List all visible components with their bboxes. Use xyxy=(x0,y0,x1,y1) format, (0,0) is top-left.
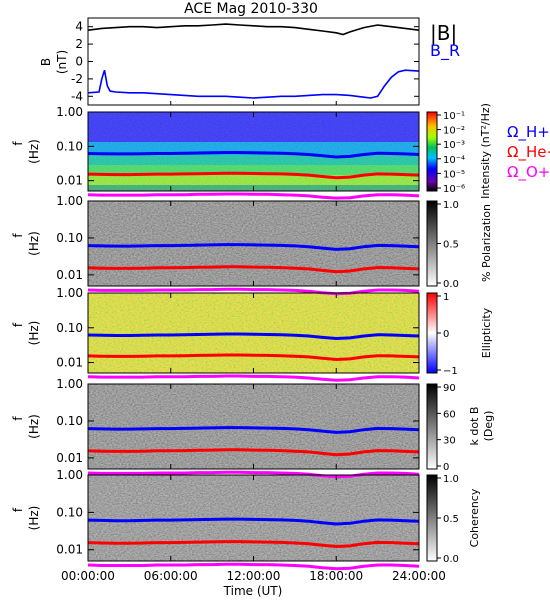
br-series-line xyxy=(87,69,420,99)
gyrofreq-line-Ω_H+ xyxy=(87,151,420,159)
legend-omega-h: Ω_H+ xyxy=(507,123,550,142)
colorbar-tick-label: 10⁻⁶ xyxy=(443,184,465,195)
gyrofreq-line-Ω_He+ xyxy=(87,353,420,362)
kdotb-colorbar-label-line2: (Deg) xyxy=(482,411,495,442)
colorbar-tick-label: 0 xyxy=(443,329,449,340)
freq-ytick-label: 1.00 xyxy=(56,377,83,391)
panel-ylabel-hz: (Hz) xyxy=(27,139,41,164)
colorbar-tick-label: 60 xyxy=(443,409,456,420)
freq-ytick-label: 1.00 xyxy=(56,105,83,119)
gyrofreq-line-Ω_O+ xyxy=(87,287,420,296)
colorbar-tick-label: 1 xyxy=(443,292,449,303)
gyrofreq-line-Ω_H+ xyxy=(87,243,420,251)
freq-ytick-label: 0.01 xyxy=(56,268,83,282)
colorbar-tick-label: −1 xyxy=(443,366,458,377)
panel-ylabel-f: f xyxy=(11,233,25,238)
panel1-ylabel-line2: (nT) xyxy=(55,50,69,74)
gyrofreq-line-Ω_O+ xyxy=(87,374,420,382)
panel-ylabel-hz: (Hz) xyxy=(27,506,41,531)
time-tick-label: 06:00:00 xyxy=(144,569,198,583)
gyrofreq-line-Ω_He+ xyxy=(87,540,420,549)
panel-intensity: Intensity (nT²/Hz) Ω_H+ Ω_He+ Ω_O+ xyxy=(88,103,550,199)
colorbar-tick-label: 0 xyxy=(443,462,449,473)
time-tick-label: 24:00:00 xyxy=(392,569,446,583)
gyrofreq-line-Ω_O+ xyxy=(87,192,420,200)
gyrofreq-line-Ω_O+ xyxy=(87,470,420,479)
gyrofreq-line-Ω_H+ xyxy=(87,426,420,434)
panel-coherency: Coherency xyxy=(88,474,481,562)
figure-title: ACE Mag 2010-330 xyxy=(184,1,318,17)
intensity-colorbar-label: Intensity (nT²/Hz) xyxy=(479,103,492,199)
legend-br: B_R xyxy=(430,41,460,61)
colorbar-tick-label: 0.0 xyxy=(443,279,459,290)
gyrofreq-line-Ω_H+ xyxy=(87,517,420,526)
colorbar-tick-label: 10⁻³ xyxy=(443,140,465,151)
colorbar-tick-label: 10⁻² xyxy=(443,126,465,137)
freq-ytick-label: 0.01 xyxy=(56,174,83,188)
legend-omega-he: Ω_He+ xyxy=(507,143,550,162)
panel-ellipticity: Ellipticity xyxy=(88,292,493,374)
panel1-ytick-label: -2 xyxy=(71,72,83,86)
panel-ylabel-f: f xyxy=(11,141,25,146)
colorbar-tick-label: 1.0 xyxy=(443,474,459,485)
colorbar-tick-label: 0.0 xyxy=(443,554,459,565)
colorbar-tick-label: 30 xyxy=(443,436,456,447)
freq-ytick-label: 1.00 xyxy=(56,286,83,300)
freq-ytick-label: 1.00 xyxy=(56,194,83,208)
kdotb-colorbar xyxy=(426,383,438,470)
panel-polarization: % Polarization xyxy=(88,200,493,287)
absb-series-line xyxy=(87,23,420,36)
panel-ylabel-f: f xyxy=(11,416,25,421)
panel-kdotb: k dot B (Deg) xyxy=(88,383,495,470)
panel1-frame xyxy=(87,17,420,106)
legend-absb: |B| xyxy=(430,21,457,45)
freq-ytick-label: 1.00 xyxy=(56,468,83,482)
time-tick-label: 12:00:00 xyxy=(227,569,281,583)
colorbar-tick-label: 0.5 xyxy=(443,514,459,525)
gyrofreq-line-Ω_He+ xyxy=(87,448,420,457)
freq-ytick-label: 0.01 xyxy=(56,451,83,465)
x-axis-label: Time (UT) xyxy=(223,584,283,598)
gyrofreq-line-Ω_He+ xyxy=(87,171,420,180)
panel-ylabel-hz: (Hz) xyxy=(27,231,41,256)
colorbar-tick-label: 90 xyxy=(443,383,456,394)
colorbar-tick-label: 10⁻⁵ xyxy=(443,169,465,180)
panel-ylabel-f: f xyxy=(11,322,25,327)
freq-ytick-label: 0.10 xyxy=(56,231,83,245)
freq-ytick-label: 0.10 xyxy=(56,321,83,335)
freq-ytick-label: 0.10 xyxy=(56,139,83,153)
ellipticity-colorbar-label: Ellipticity xyxy=(480,307,493,358)
panel1-ytick-label: -4 xyxy=(71,89,83,103)
legend-omega-o: Ω_O+ xyxy=(507,163,550,182)
freq-ytick-label: 0.01 xyxy=(56,543,83,557)
panel-b-field: B (nT) |B| B_R xyxy=(39,17,460,106)
intensity-colorbar xyxy=(426,111,438,192)
ellipticity-colorbar xyxy=(426,292,438,374)
freq-ytick-label: 0.10 xyxy=(56,505,83,519)
panel1-ytick-label: 4 xyxy=(75,20,83,34)
panel-ylabel-f: f xyxy=(11,507,25,512)
panel1-ytick-label: 0 xyxy=(75,55,83,69)
polarization-colorbar xyxy=(426,200,438,287)
colorbar-tick-label: 0.5 xyxy=(443,240,459,251)
coherency-colorbar xyxy=(426,474,438,562)
gyrofreq-line-Ω_H+ xyxy=(87,332,420,341)
gyrofreq-line-Ω_He+ xyxy=(87,265,420,274)
kdotb-colorbar-label-line1: k dot B xyxy=(468,407,481,446)
colorbar-tick-label: 10⁻⁴ xyxy=(443,155,465,166)
freq-ytick-label: 0.10 xyxy=(56,414,83,428)
polarization-colorbar-label: % Polarization xyxy=(480,204,493,282)
panel1-ylabel-line1: B xyxy=(39,58,53,66)
panel-ylabel-hz: (Hz) xyxy=(27,321,41,346)
time-tick-label: 18:00:00 xyxy=(309,569,363,583)
panel1-ytick-label: 2 xyxy=(75,37,83,51)
panel-ylabel-hz: (Hz) xyxy=(27,414,41,439)
time-tick-label: 00:00:00 xyxy=(61,569,115,583)
freq-ytick-label: 0.01 xyxy=(56,356,83,370)
coherency-colorbar-label: Coherency xyxy=(468,488,481,547)
gyrofreq-line-Ω_O+ xyxy=(87,562,420,571)
colorbar-tick-label: 10⁻¹ xyxy=(443,111,465,122)
colorbar-tick-label: 1.0 xyxy=(443,200,459,211)
